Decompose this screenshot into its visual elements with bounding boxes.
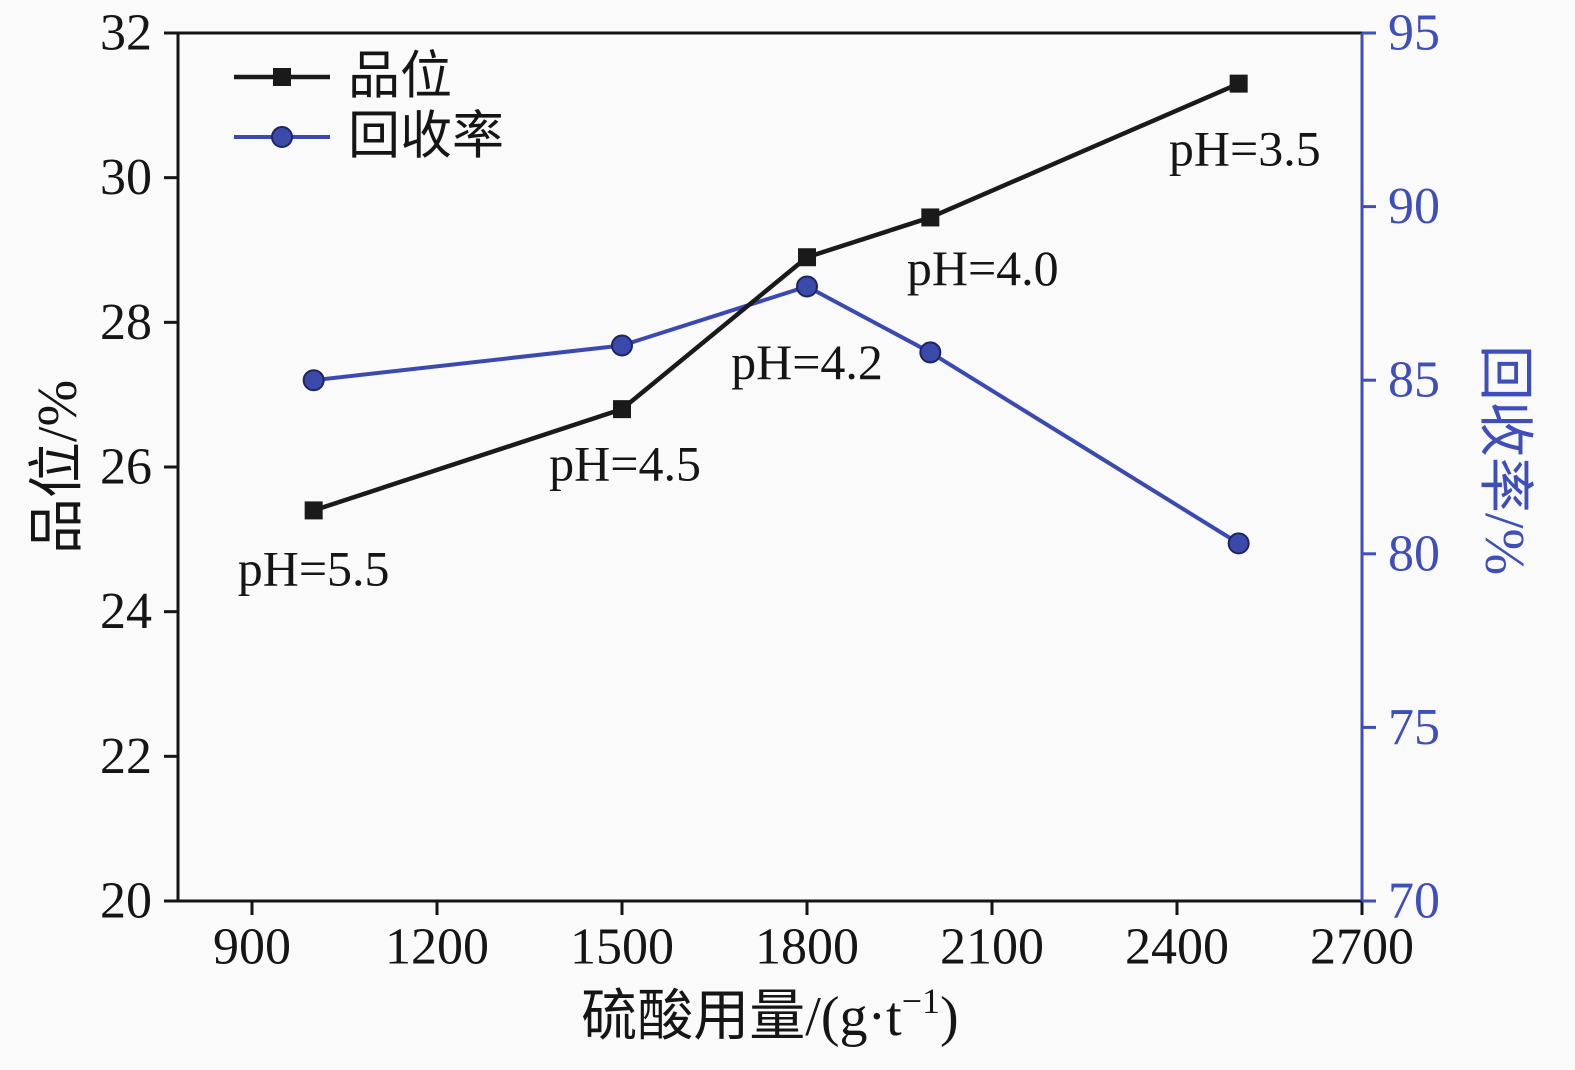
y-left-tick-label: 20 (100, 873, 152, 930)
legend-marker-0 (273, 68, 291, 86)
y-left-tick-label: 28 (100, 294, 152, 351)
y-left-tick-label: 26 (100, 439, 152, 496)
series-line-1 (313, 284, 1240, 546)
y-left-tick-label: 22 (100, 728, 152, 785)
marker-1 (302, 369, 325, 392)
legend-marker-1 (271, 126, 293, 148)
y-left-tick-label: 24 (100, 583, 152, 640)
y-axis-left-title: 品位/% (27, 380, 89, 554)
annotation-3: pH=4.0 (907, 240, 1059, 296)
y-right-tick-label: 70 (1388, 873, 1440, 930)
y-left-tick-label: 32 (100, 5, 152, 62)
marker-1 (796, 275, 818, 298)
annotation-4: pH=3.5 (1169, 121, 1321, 177)
x-tick-label: 1800 (755, 919, 859, 976)
annotation-0: pH=5.5 (238, 540, 390, 596)
marker-0 (613, 400, 631, 419)
x-axis-title: 硫酸用量/(g·t−1) (581, 981, 958, 1048)
x-tick-label: 900 (213, 919, 291, 976)
annotation-2: pH=4.2 (731, 334, 883, 390)
y-left-tick-label: 30 (100, 149, 152, 206)
marker-0 (798, 248, 816, 267)
x-tick-label: 2100 (940, 919, 1044, 976)
marker-0 (921, 208, 940, 227)
y-right-tick-label: 90 (1388, 178, 1440, 235)
y-right-tick-label: 85 (1388, 352, 1440, 409)
y-right-tick-label: 95 (1388, 5, 1440, 62)
x-tick-label: 2700 (1310, 919, 1414, 976)
legend-label-1: 回收率 (348, 109, 504, 166)
marker-1 (611, 334, 633, 357)
marker-0 (1229, 74, 1248, 93)
annotation-1: pH=4.5 (549, 435, 701, 491)
legend-label-0: 品位 (348, 49, 452, 106)
y-right-tick-label: 75 (1388, 699, 1440, 756)
y-axis-right-title: 回收率/% (1473, 345, 1535, 575)
y-right-tick-label: 80 (1388, 525, 1440, 582)
marker-0 (304, 501, 323, 520)
x-tick-label: 2400 (1125, 919, 1229, 976)
marker-1 (919, 341, 942, 364)
x-tick-label: 1500 (570, 919, 674, 976)
x-tick-label: 1200 (385, 919, 489, 976)
marker-1 (1227, 532, 1250, 555)
